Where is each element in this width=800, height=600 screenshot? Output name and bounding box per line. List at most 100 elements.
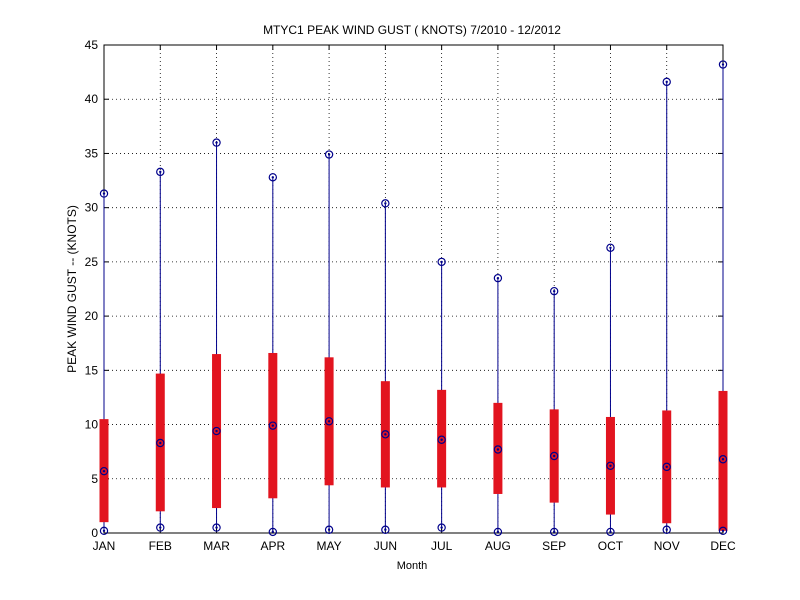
median-marker-dot-nov [665, 465, 668, 469]
median-marker-dot-oct [609, 464, 612, 467]
max-marker-aug [493, 273, 503, 283]
x-axis-ticks: JAN FEB MAR APR MAY JUN JUL AUG SEP OCT NOV DEC [93, 45, 736, 553]
y-tick-label: 0 [91, 526, 98, 540]
box-dec [718, 390, 728, 531]
min-marker-dot-jul [440, 526, 443, 529]
y-tick-label: 15 [85, 363, 99, 377]
x-tick-label: SEP [542, 539, 566, 553]
min-marker-dot-feb [159, 526, 162, 529]
x-tick-label: JAN [93, 539, 116, 553]
max-marker-nov [662, 77, 671, 87]
median-marker-sep [549, 451, 559, 461]
min-marker-dot-jan [102, 529, 106, 533]
x-tick-label: JUL [431, 539, 453, 553]
median-marker-dot-jun [384, 433, 387, 436]
median-marker-dot-apr [271, 424, 275, 427]
min-marker-dec [718, 526, 728, 536]
y-tick-label: 20 [85, 309, 99, 323]
min-marker-dot-aug [496, 530, 500, 534]
max-marker-apr [268, 173, 278, 182]
max-marker-dot-dec [721, 63, 725, 66]
y-axis-label: PEAK WIND GUST -- (KNOTS) [65, 205, 79, 373]
min-marker-dot-mar [215, 526, 218, 529]
max-marker-jan [99, 189, 109, 198]
y-tick-label: 10 [85, 418, 99, 432]
y-tick-label: 40 [85, 92, 99, 106]
x-tick-label: APR [260, 539, 285, 553]
y-tick-label: 30 [85, 201, 99, 215]
y-tick-label: 25 [85, 255, 99, 269]
median-marker-aug [493, 445, 503, 454]
max-marker-oct [606, 243, 615, 252]
median-marker-nov [662, 462, 671, 472]
min-marker-jul [437, 523, 446, 532]
median-marker-jan [99, 466, 109, 476]
median-marker-dot-feb [159, 441, 162, 445]
median-marker-dot-may [327, 420, 331, 423]
chart-title: MTYC1 PEAK WIND GUST ( KNOTS) 7/2010 - 1… [263, 23, 561, 37]
median-marker-may [324, 417, 334, 426]
median-marker-mar [212, 426, 221, 436]
y-tick-label: 45 [85, 38, 99, 52]
median-marker-dec [718, 455, 728, 464]
x-tick-label: DEC [710, 539, 736, 553]
median-marker-dot-mar [215, 429, 218, 433]
median-marker-dot-aug [496, 448, 500, 451]
max-marker-dot-nov [665, 80, 668, 84]
min-marker-mar [212, 523, 221, 532]
y-axis-ticks: 0 5 10 15 20 25 30 35 40 45 [85, 38, 723, 540]
max-marker-dot-jan [102, 192, 106, 195]
min-marker-feb [156, 523, 165, 532]
x-axis-label: Month [397, 560, 428, 572]
max-marker-dot-jul [440, 260, 443, 264]
max-marker-dot-feb [159, 170, 162, 174]
median-marker-feb [156, 438, 165, 448]
min-marker-sep [549, 527, 559, 537]
min-marker-apr [268, 527, 278, 537]
max-marker-sep [549, 286, 559, 296]
max-marker-feb [156, 167, 165, 177]
min-marker-dot-may [327, 528, 331, 531]
max-marker-mar [212, 138, 221, 147]
min-marker-oct [606, 527, 615, 537]
min-marker-dot-jun [384, 528, 387, 531]
x-tick-label: MAY [317, 539, 342, 553]
median-marker-dot-sep [552, 454, 556, 458]
max-marker-dot-jun [384, 202, 387, 205]
max-marker-dot-may [327, 153, 331, 156]
x-tick-label: MAR [203, 539, 230, 553]
median-marker-dot-dec [721, 458, 725, 461]
max-marker-dot-apr [271, 176, 275, 179]
box-series [99, 60, 728, 537]
y-tick-label: 35 [85, 146, 99, 160]
min-marker-dot-sep [552, 530, 556, 534]
min-marker-dot-apr [271, 530, 275, 534]
min-marker-jun [381, 525, 390, 534]
max-marker-dot-mar [215, 141, 218, 144]
max-marker-dot-oct [609, 246, 612, 249]
median-marker-jun [381, 430, 390, 439]
min-marker-jan [99, 526, 109, 536]
max-marker-may [324, 150, 334, 159]
min-marker-may [324, 525, 334, 534]
y-tick-label: 5 [91, 472, 98, 486]
x-tick-label: JUN [374, 539, 397, 553]
max-marker-dot-sep [552, 289, 556, 293]
max-marker-jun [381, 199, 390, 208]
max-marker-jul [437, 257, 446, 267]
min-marker-aug [493, 527, 503, 537]
median-marker-apr [268, 421, 278, 430]
x-tick-label: AUG [485, 539, 511, 553]
median-marker-oct [606, 461, 615, 470]
median-marker-dot-jan [102, 469, 106, 473]
median-marker-jul [437, 435, 446, 444]
x-tick-label: OCT [598, 539, 624, 553]
min-marker-nov [662, 525, 671, 534]
max-marker-dec [718, 60, 728, 69]
x-tick-label: FEB [149, 539, 172, 553]
min-marker-dot-dec [721, 529, 725, 533]
min-marker-dot-oct [609, 530, 612, 534]
x-tick-label: NOV [654, 539, 680, 553]
